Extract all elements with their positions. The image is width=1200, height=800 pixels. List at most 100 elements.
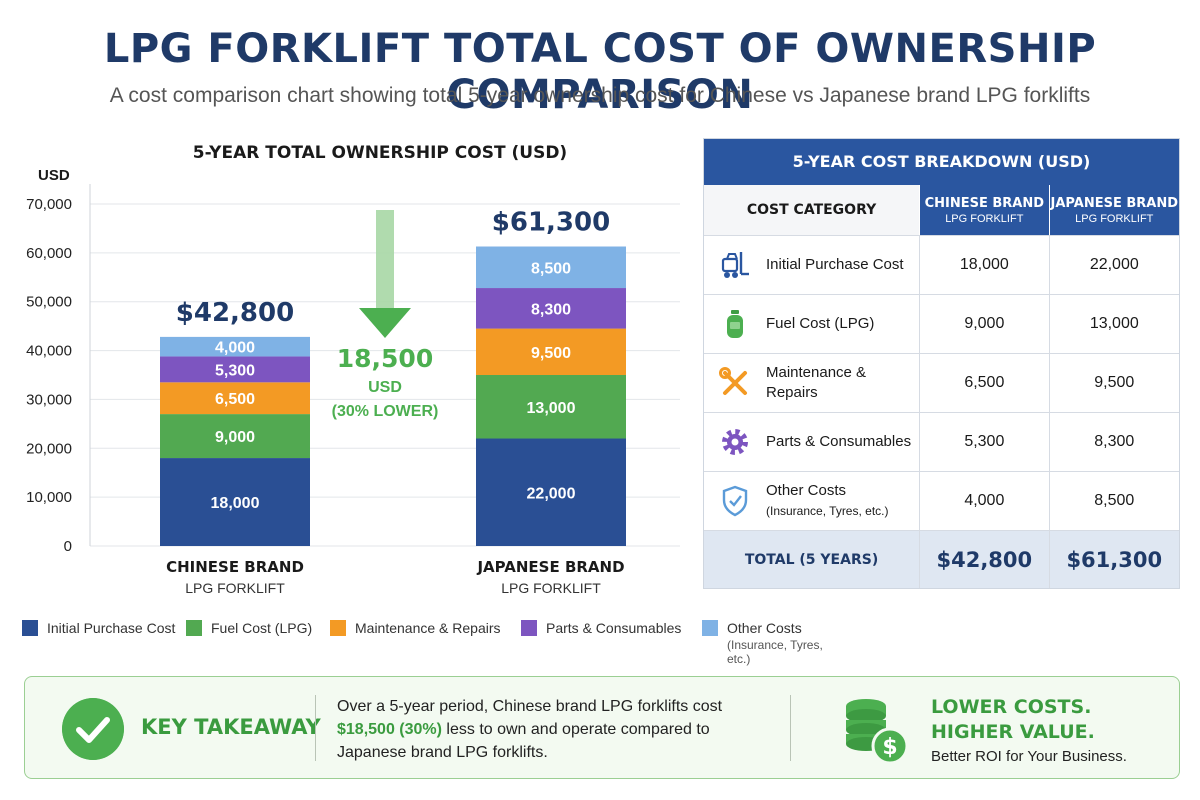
legend-item: Fuel Cost (LPG) — [186, 620, 312, 636]
page-subtitle: A cost comparison chart showing total 5-… — [109, 84, 1091, 107]
category-note: (Insurance, Tyres, etc.) — [766, 504, 889, 518]
col-chinese-header: CHINESE BRAND LPG FORKLIFT — [919, 185, 1049, 235]
japanese-value: 9,500 — [1048, 354, 1179, 412]
legend-label: Other Costs — [727, 620, 802, 636]
money-coins-icon: $ — [846, 699, 909, 765]
shield-icon — [722, 485, 748, 517]
tools-icon — [719, 367, 747, 395]
takeaway-text-end: less to own and operate compared to Japa… — [337, 721, 710, 761]
y-tick-label: 20,000 — [26, 440, 72, 457]
table-total-row: TOTAL (5 YEARS) $42,800 $61,300 — [704, 530, 1179, 588]
legend-swatch — [186, 620, 202, 636]
legend-item: Initial Purchase Cost — [22, 620, 175, 636]
cost-breakdown-table: 5-YEAR COST BREAKDOWN (USD) COST CATEGOR… — [703, 138, 1180, 589]
y-tick-label: 30,000 — [26, 391, 72, 408]
chinese-value: 6,500 — [919, 354, 1048, 412]
category-label: Initial Purchase Cost — [766, 256, 904, 273]
bar-value-label: 4,000 — [215, 340, 255, 357]
legend-label: Parts & Consumables — [546, 620, 682, 636]
slogan-line-1: LOWER COSTS. — [931, 696, 1092, 718]
bar-segment — [476, 375, 626, 439]
table-row: Parts & Consumables 5,300 8,300 — [704, 412, 1179, 471]
gear-icon — [722, 429, 748, 455]
bar-value-label: 8,300 — [531, 301, 571, 318]
bar-segment — [476, 288, 626, 329]
bar-segment — [160, 414, 310, 459]
chinese-value: 18,000 — [919, 236, 1048, 294]
bar-segment — [160, 458, 310, 546]
y-tick-label: 10,000 — [26, 489, 72, 506]
bar-segment — [476, 438, 626, 546]
y-tick-label: 0 — [64, 538, 72, 555]
y-tick-label: 60,000 — [26, 245, 72, 262]
japanese-value: 8,300 — [1048, 413, 1179, 471]
bar-value-label: 8,500 — [531, 260, 571, 277]
legend-label: Fuel Cost (LPG) — [211, 620, 313, 636]
table-row: Other Costs (Insurance, Tyres, etc.) 4,0… — [704, 471, 1179, 530]
legend-item: Parts & Consumables — [521, 620, 681, 636]
legend-swatch — [330, 620, 346, 636]
stacked-bar-chart: 0 10,000 20,000 30,000 40,000 50,000 60,000 70,… — [26, 184, 680, 596]
category-label: Other Costs — [766, 482, 847, 499]
roi-text: Better ROI for Your Business. — [931, 748, 1127, 765]
y-axis-label: USD — [38, 167, 70, 184]
bar-total-label: $61,300 — [492, 208, 610, 238]
japanese-value: 22,000 — [1048, 236, 1179, 294]
x-category-label: CHINESE BRAND — [166, 558, 304, 576]
slogan: LOWER COSTS. HIGHER VALUE. — [931, 695, 1095, 745]
col-japanese-header: JAPANESE BRAND LPG FORKLIFT — [1048, 185, 1179, 235]
col-chinese-title: CHINESE BRAND — [924, 195, 1045, 211]
x-category-sublabel: LPG FORKLIFT — [501, 580, 601, 596]
difference-arrow-icon — [359, 308, 411, 338]
japanese-value: 8,500 — [1048, 472, 1179, 530]
col-japanese-title: JAPANESE BRAND — [1050, 195, 1179, 211]
bar-segment — [476, 246, 626, 289]
divider — [315, 695, 316, 761]
table-row: Maintenance & Repairs 6,500 9,500 — [704, 353, 1179, 412]
y-tick-label: 50,000 — [26, 294, 72, 311]
col-chinese-subtitle: LPG FORKLIFT — [945, 212, 1024, 225]
x-category-label: JAPANESE BRAND — [476, 558, 624, 576]
bar-segment — [476, 328, 626, 375]
table-row: Fuel Cost (LPG) 9,000 13,000 — [704, 294, 1179, 353]
legend-swatch — [702, 620, 718, 636]
legend-label: Initial Purchase Cost — [47, 620, 176, 636]
difference-note: (30% LOWER) — [332, 403, 439, 420]
takeaway-text-start: Over a 5-year period, Chinese brand LPG … — [337, 698, 723, 715]
bar-segment — [160, 336, 310, 357]
category-label: Parts & Consumables — [766, 433, 912, 450]
chinese-total: $42,800 — [919, 531, 1048, 588]
x-category-sublabel: LPG FORKLIFT — [185, 580, 285, 596]
y-tick-label: 40,000 — [26, 343, 72, 360]
total-label: TOTAL (5 YEARS) — [744, 551, 879, 568]
table-header-row: COST CATEGORY CHINESE BRAND LPG FORKLIFT… — [704, 185, 1179, 235]
takeaway-highlight: $18,500 (30%) — [337, 721, 442, 738]
chart-title: 5-YEAR TOTAL OWNERSHIP COST (USD) — [192, 143, 568, 163]
bar-value-label: 13,000 — [527, 400, 576, 417]
chinese-value: 9,000 — [919, 295, 1048, 353]
page-title: LPG FORKLIFT TOTAL COST OF OWNERSHIP COM… — [103, 26, 1097, 118]
table-row: Initial Purchase Cost 18,000 22,000 — [704, 235, 1179, 294]
legend-item: Other Costs (Insurance, Tyres, etc.) — [702, 620, 842, 666]
chart-legend: Initial Purchase Cost Fuel Cost (LPG) Main… — [22, 620, 842, 666]
col-japanese-subtitle: LPG FORKLIFT — [1075, 212, 1154, 225]
bar-value-label: 9,500 — [531, 345, 571, 362]
bar-value-label: 18,000 — [211, 495, 260, 512]
checkmark-icon — [62, 698, 124, 760]
difference-unit: USD — [368, 379, 402, 396]
key-takeaway-banner: KEY TAKEAWAY Over a 5-year period, Chine… — [24, 676, 1180, 779]
legend-note: (Insurance, Tyres, etc.) — [727, 638, 823, 666]
table-title: 5-YEAR COST BREAKDOWN (USD) — [704, 139, 1179, 185]
bar-segment — [160, 356, 310, 383]
bar-value-label: 22,000 — [527, 485, 576, 502]
legend-item: Maintenance & Repairs — [330, 620, 501, 636]
key-takeaway-text: Over a 5-year period, Chinese brand LPG … — [337, 695, 767, 764]
difference-arrow-shaft — [376, 210, 394, 310]
legend-swatch — [22, 620, 38, 636]
japanese-total: $61,300 — [1048, 531, 1179, 588]
chinese-value: 4,000 — [919, 472, 1048, 530]
divider — [790, 695, 791, 761]
col-category-header: COST CATEGORY — [704, 185, 920, 235]
bar-value-label: 9,000 — [215, 429, 255, 446]
forklift-icon — [721, 252, 749, 278]
